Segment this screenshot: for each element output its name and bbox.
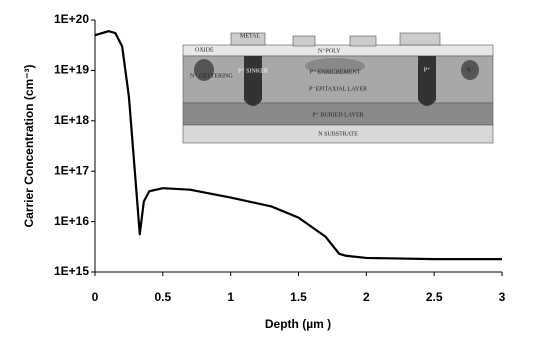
y-tick-label: 1E+16 — [54, 214, 89, 228]
x-tick-label: 2 — [363, 290, 370, 304]
sinker-region — [244, 56, 262, 106]
inset-label: N SUBSTRATE — [318, 131, 358, 137]
x-tick-label: 2.5 — [426, 290, 443, 304]
inset-label: P⁺ ENRICHEMENT — [310, 68, 361, 75]
epitaxial-layer — [182, 55, 494, 104]
y-axis-label: Carrier Concentration (cm⁻³) — [22, 64, 36, 227]
metal-contact — [349, 35, 377, 47]
metal-contact — [230, 32, 266, 46]
substrate-layer — [182, 124, 494, 144]
inset-label: N⁺POLY — [318, 47, 341, 54]
inset-label: P⁻EPITAXIAL LAYER — [309, 86, 367, 92]
metal-contact — [399, 32, 441, 46]
x-tick-label: 0 — [92, 290, 99, 304]
inset-label: N⁺ GETTERING — [190, 72, 233, 79]
n-plus-region — [461, 60, 479, 80]
inset-label: P⁺ BURIED LAYER — [312, 111, 363, 118]
inset-diagram: OXIDE METAL N⁺POLY N⁺ GETTERING P⁺ SINKE… — [182, 32, 494, 144]
y-tick-label: 1E+15 — [54, 264, 89, 278]
x-axis-label: Depth (µm ) — [265, 317, 331, 331]
sinker-region — [418, 56, 436, 106]
enrichment-region — [305, 58, 365, 74]
y-tick-label: 1E+18 — [54, 113, 89, 127]
metal-contact — [292, 35, 316, 47]
y-tick-label: 1E+20 — [54, 12, 89, 26]
y-tick-label: 1E+17 — [54, 163, 89, 177]
inset-label: OXIDE — [195, 47, 214, 53]
inset-label: METAL — [240, 33, 261, 39]
x-tick-label: 0.5 — [154, 290, 171, 304]
y-tick-label: 1E+19 — [54, 63, 89, 77]
inset-label: P⁺ SINKER — [238, 67, 268, 74]
x-tick-label: 3 — [499, 290, 506, 304]
inset-label: N⁺ — [466, 66, 474, 73]
gettering-region — [194, 59, 214, 81]
data-line — [94, 30, 502, 261]
inset-label: P⁺ — [424, 66, 431, 73]
x-tick-label: 1.5 — [290, 290, 307, 304]
x-tick-label: 1 — [227, 290, 234, 304]
